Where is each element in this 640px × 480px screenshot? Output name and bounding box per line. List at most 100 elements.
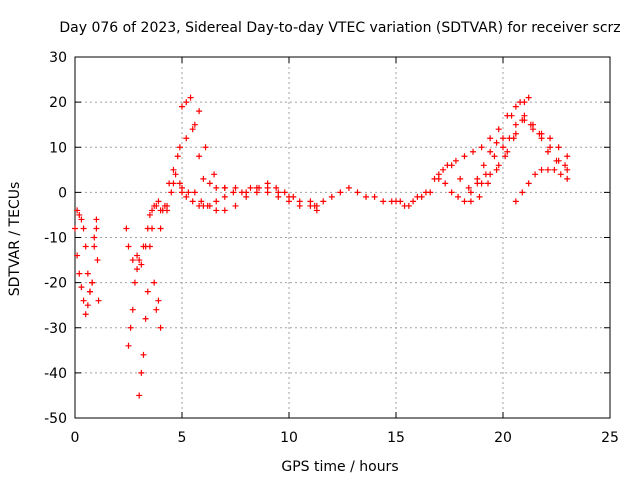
data-point [461,153,468,160]
data-point [136,257,143,264]
data-point [140,243,147,250]
data-point [189,198,196,205]
data-point [134,252,141,259]
data-point [557,171,564,178]
data-point [470,148,477,155]
data-point [183,193,190,200]
data-point [313,207,320,214]
data-point [179,184,185,191]
data-point [311,202,318,209]
data-point [410,198,417,205]
data-point [91,243,98,250]
data-point [146,211,153,218]
data-point [129,257,136,264]
data-point [74,252,81,259]
data-point [478,180,485,187]
data-point [485,180,492,187]
data-point [230,189,237,196]
data-point [138,369,145,376]
data-point [213,207,220,214]
series-track-1 [72,225,102,318]
data-point [127,324,134,331]
data-point [183,99,190,106]
data-point [170,180,177,187]
data-point [157,324,164,331]
data-point [93,216,100,223]
data-point [435,171,442,178]
data-point [221,193,228,200]
data-point [286,198,292,205]
data-point [296,202,303,209]
data-point [211,171,218,178]
data-point [442,180,449,187]
data-point [200,175,207,182]
data-point [461,198,468,205]
data-point [161,202,168,209]
x-tick-label: 25 [601,430,619,446]
data-point [179,103,185,110]
y-tick-label: 30 [49,50,67,66]
data-point [256,184,263,191]
data-point [168,189,175,196]
data-point [125,243,132,250]
gridlines [75,57,610,418]
series-track-11 [414,94,532,200]
data-point [253,189,260,196]
data-point [91,234,98,241]
data-point [440,166,447,173]
data-point [89,279,96,286]
data-point [144,288,151,295]
data-point [478,144,485,151]
y-tick-label: -40 [44,366,67,382]
series-track-2 [74,207,100,295]
data-point [78,284,85,291]
data-point [164,207,171,214]
data-point [538,135,545,142]
data-point [129,306,136,313]
data-point [544,148,551,155]
data-point [517,99,524,106]
data-point [493,139,500,146]
data-point [191,121,198,128]
series-track-12 [435,112,571,205]
data-point [525,94,532,101]
data-point [238,189,245,196]
data-point [82,243,89,250]
y-tick-label: 0 [58,185,67,201]
data-point [232,184,239,191]
data-point [495,126,502,133]
data-point [320,198,327,205]
data-point [380,198,387,205]
data-point [196,153,203,160]
x-tick-labels: 0 5 10 15 20 25 [71,430,619,446]
data-point [144,225,151,232]
data-point [452,157,459,164]
data-point [176,180,183,187]
data-point [281,189,288,196]
y-tick-label: -20 [44,276,67,292]
data-point [84,270,91,277]
data-point [213,184,220,191]
data-point [354,189,361,196]
data-point [508,112,515,119]
data-point [512,130,519,137]
data-point [555,144,562,151]
data-point [189,126,196,133]
data-point [371,193,378,200]
data-point [487,148,494,155]
data-point [547,135,554,142]
x-tick-label: 0 [71,430,80,446]
data-point [198,198,205,205]
data-point [393,198,399,205]
data-point [94,257,101,264]
data-point [273,184,280,191]
data-point [564,166,571,173]
data-point [155,198,162,205]
y-tick-label: 20 [49,95,67,111]
data-point [264,180,271,187]
data-point [532,171,539,178]
data-point [529,121,536,128]
data-point [502,153,509,160]
data-point [551,166,558,173]
data-point [138,261,145,268]
